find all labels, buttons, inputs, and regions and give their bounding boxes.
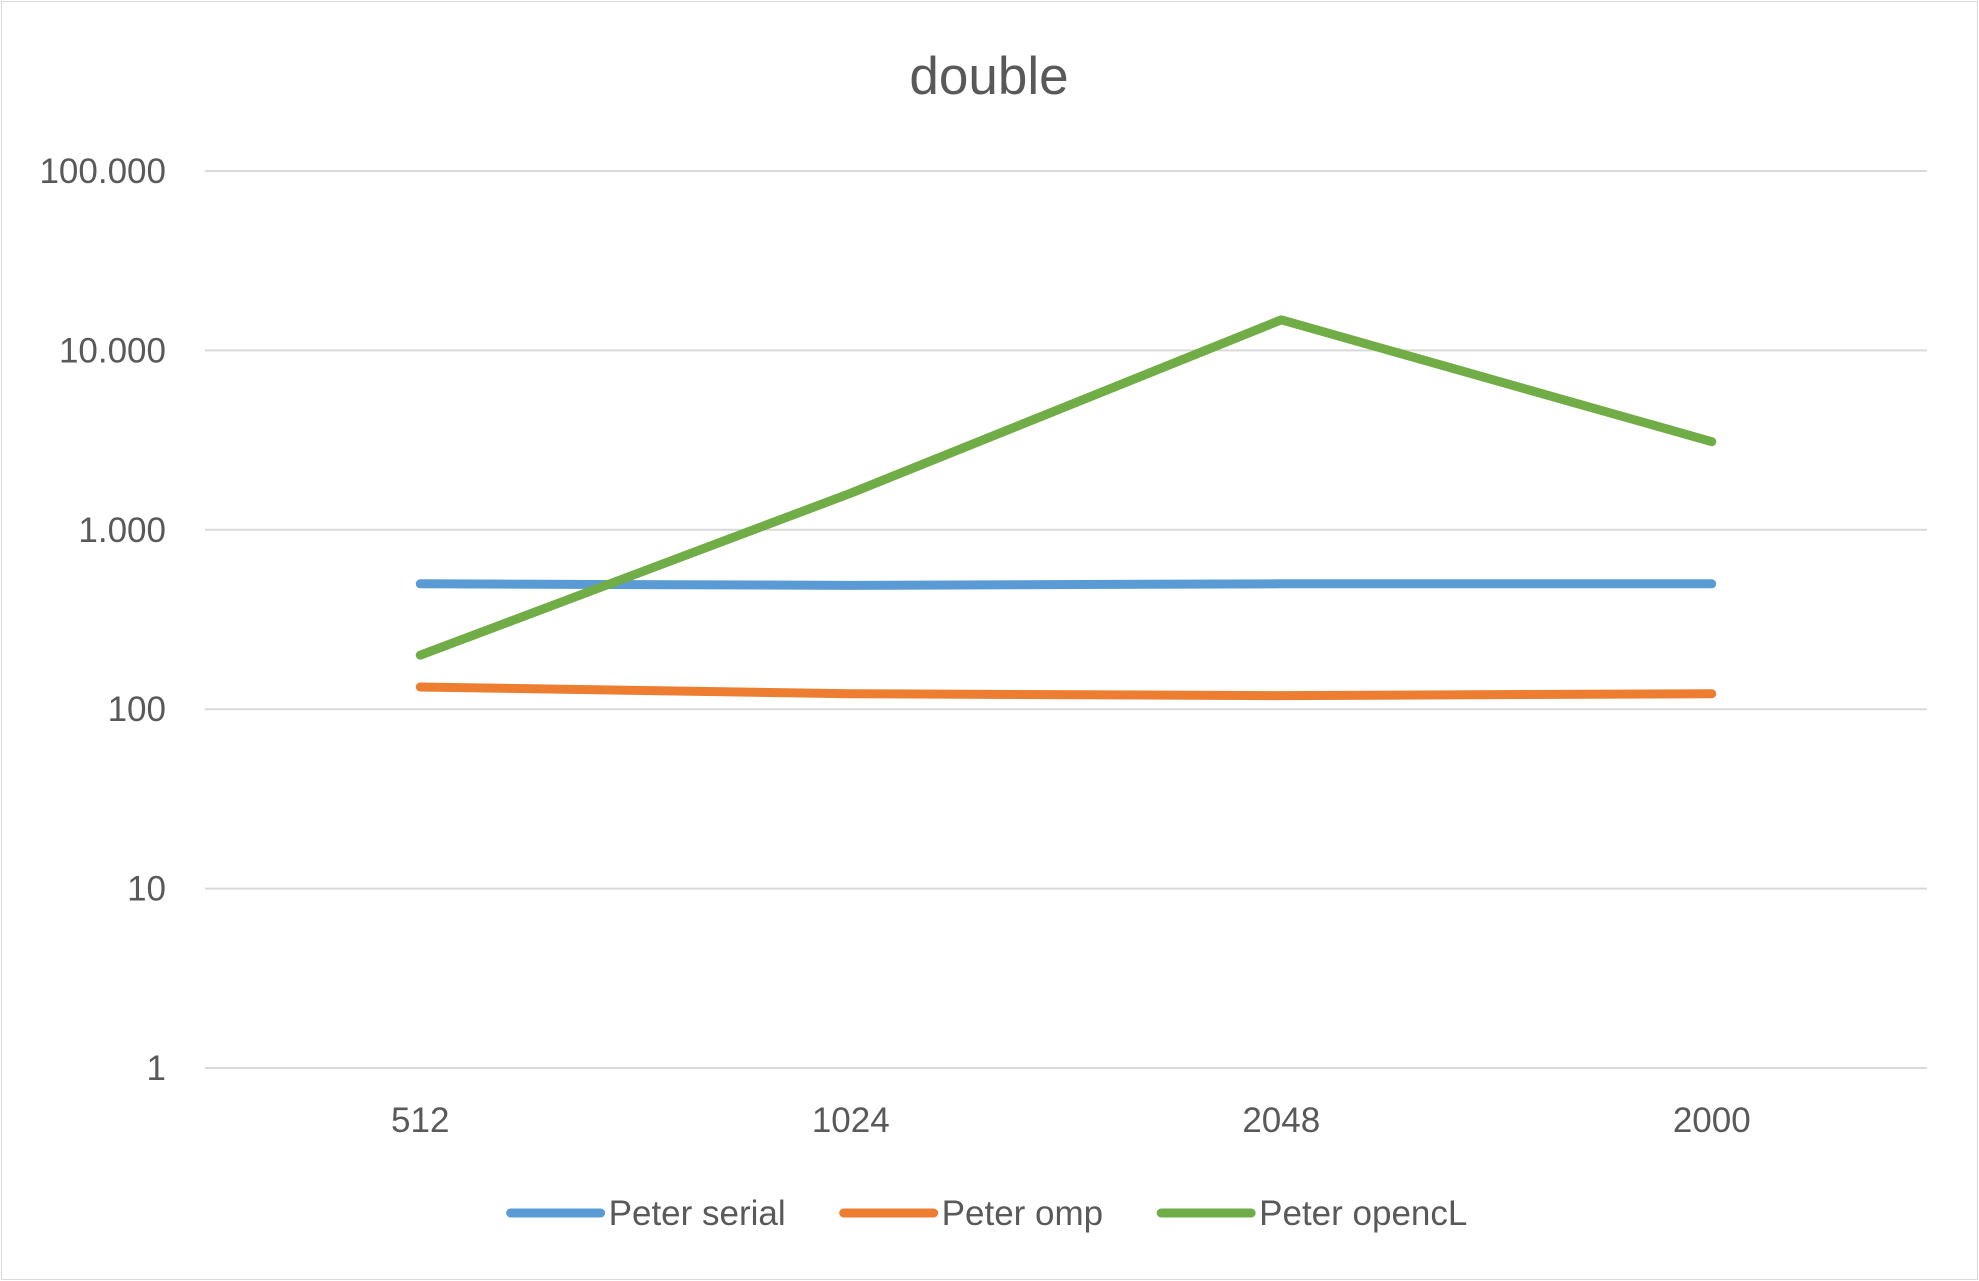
legend-label: Peter opencL (1259, 1194, 1467, 1233)
chart-title: double (909, 47, 1068, 106)
y-tick-label: 1 (147, 1049, 166, 1088)
legend-item: Peter omp (839, 1194, 1103, 1233)
y-tick-label: 10.000 (59, 331, 166, 370)
y-tick-label: 100.000 (39, 152, 166, 191)
legend-item: Peter opencL (1156, 1194, 1467, 1233)
series-line-1 (415, 579, 1717, 590)
y-tick-label: 10 (127, 870, 166, 909)
x-tick-label: 2048 (1242, 1101, 1320, 1140)
legend-label: Peter serial (609, 1194, 786, 1233)
gridlines (205, 170, 1927, 1069)
x-tick-label: 1024 (812, 1101, 890, 1140)
legend-item: Peter serial (506, 1194, 786, 1233)
y-tick-label: 100 (108, 690, 166, 729)
series-line-3 (415, 315, 1717, 660)
x-tick-label: 512 (391, 1101, 449, 1140)
series-line-2 (415, 682, 1717, 701)
y-axis-tick-labels: 1 10 100 1.000 10.000 100.000 (39, 152, 166, 1088)
y-tick-label: 1.000 (78, 511, 166, 550)
legend-label: Peter omp (942, 1194, 1103, 1233)
series-lines (415, 315, 1717, 701)
x-tick-label: 2000 (1673, 1101, 1751, 1140)
x-axis-tick-labels: 512 1024 2048 2000 (391, 1101, 1751, 1140)
legend: Peter serial Peter omp Peter opencL (506, 1194, 1467, 1233)
